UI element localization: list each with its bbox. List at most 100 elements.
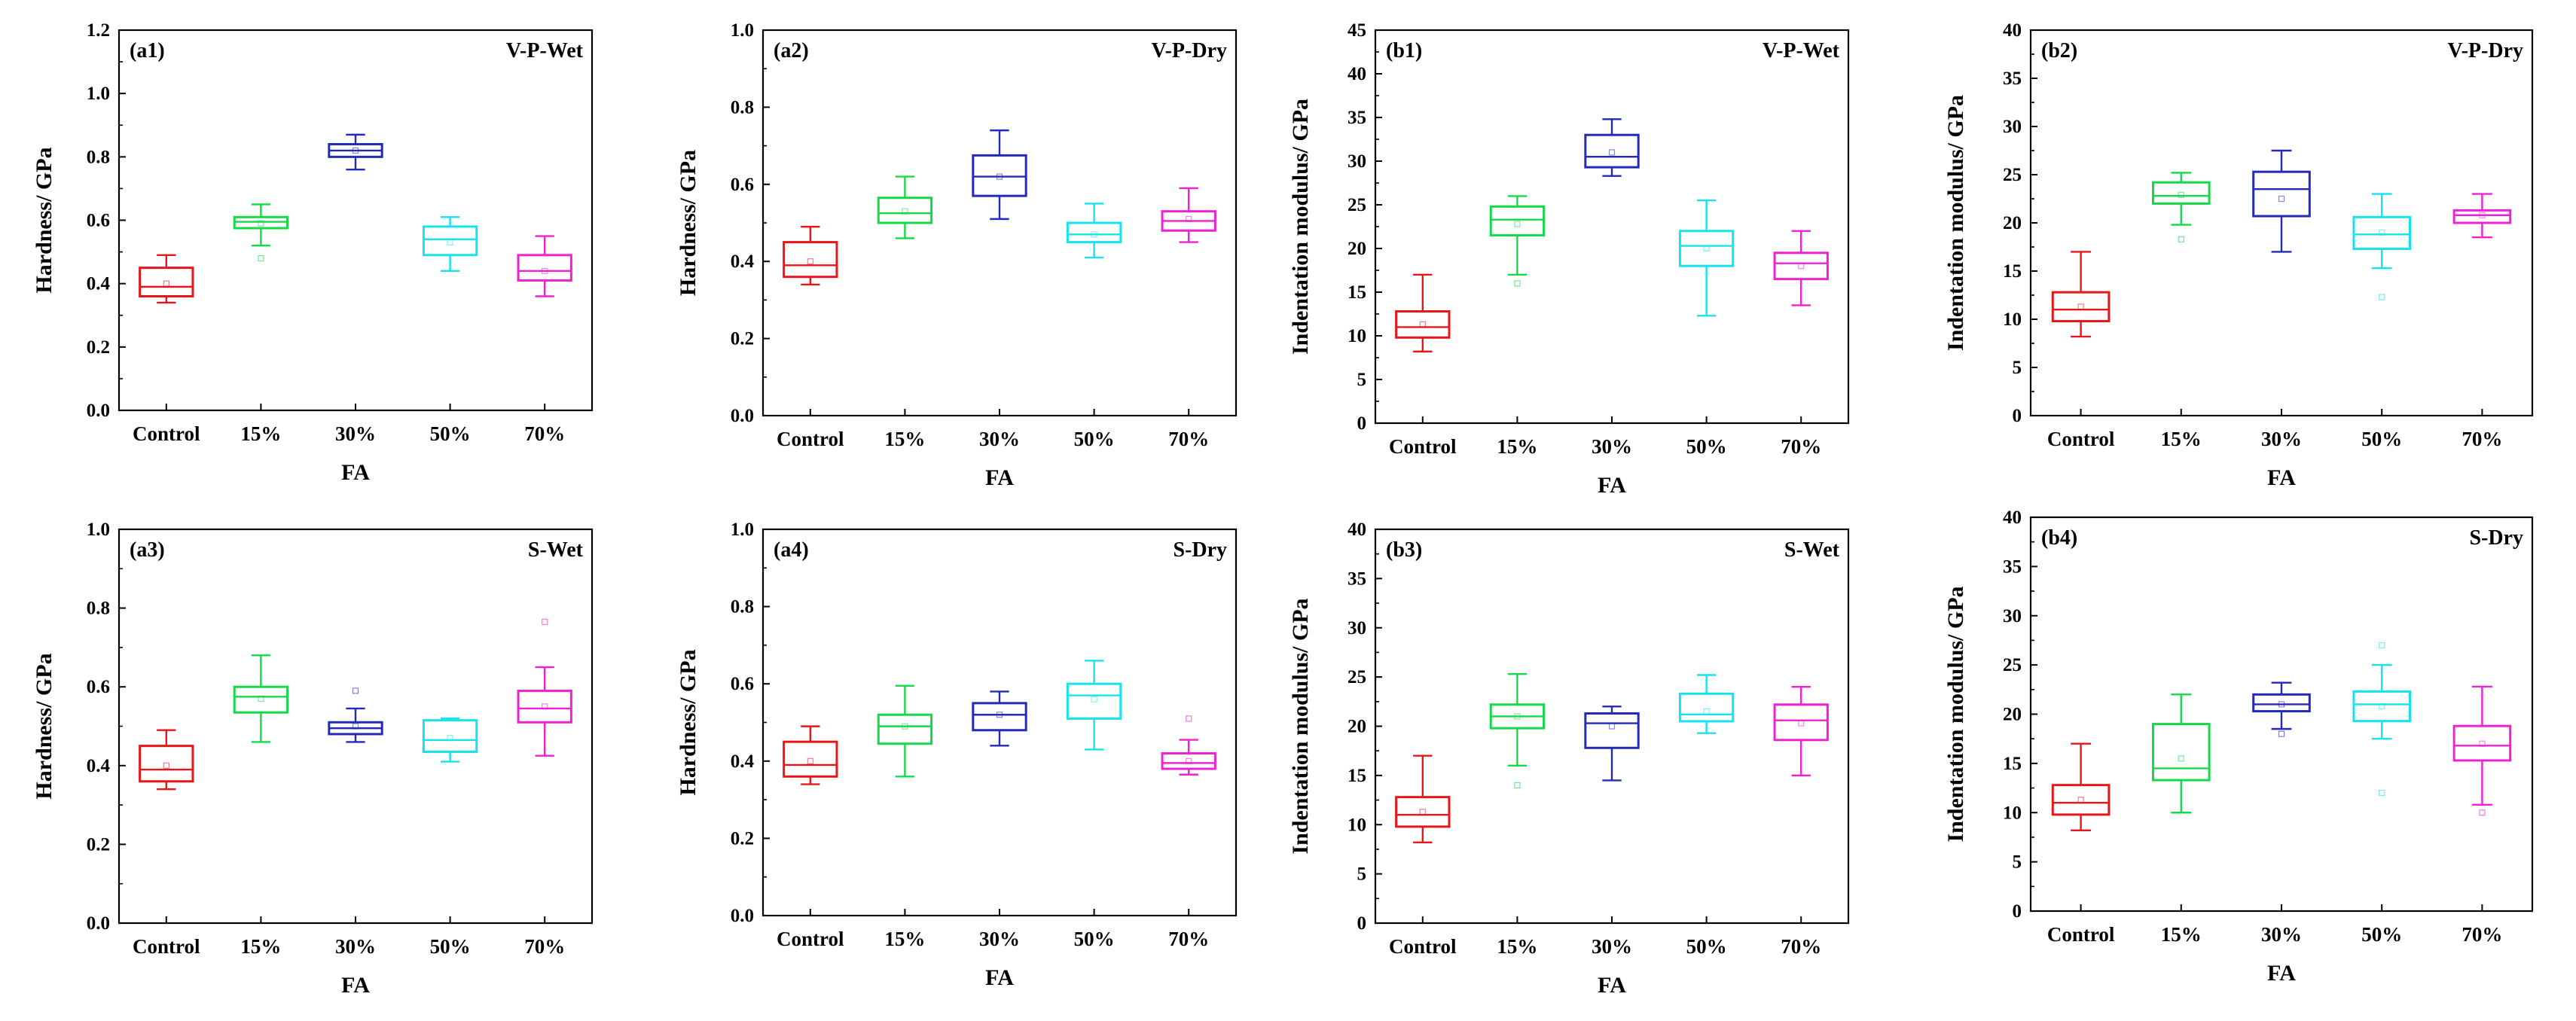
iqr-box [2352, 690, 2411, 723]
panel-a3: 0.0 0.2 0.4 0.6 0.8 1.0 Control 15% 30% 50% 70% FA H… [32, 520, 594, 998]
condition-label: S-Dry [2469, 526, 2523, 550]
iqr-box [1584, 712, 1640, 749]
box-70% [517, 235, 572, 297]
box-15% [1489, 195, 1546, 287]
y-tick-label: 30 [1348, 151, 1366, 172]
iqr-box [2152, 181, 2211, 205]
y-tick-label: 0.0 [87, 913, 110, 934]
panel-label: (b2) [2041, 39, 2077, 62]
outlier-marker [258, 254, 264, 262]
mean-marker [2379, 703, 2385, 710]
iqr-box [517, 689, 572, 724]
panel-label: (b3) [1386, 538, 1422, 562]
x-tick-label: 50% [430, 422, 471, 445]
y-tick-label: 25 [2003, 655, 2022, 675]
y-tick-label: 1.0 [731, 520, 754, 540]
y-axis-title: Hardness/ GPa [32, 147, 56, 293]
y-axis-title: Hardness/ GPa [676, 150, 700, 296]
iqr-box [877, 713, 933, 745]
iqr-box [1773, 703, 1829, 742]
y-tick-label: 40 [2003, 20, 2022, 41]
iqr-box [2051, 784, 2111, 816]
box-15% [2152, 172, 2211, 242]
outlier-marker [2379, 642, 2385, 649]
box-30% [972, 690, 1027, 747]
mean-marker [996, 712, 1003, 718]
mean-marker [258, 220, 264, 227]
mean-marker [447, 239, 453, 246]
y-tick-label: 0.2 [731, 828, 754, 849]
iqr-box [2051, 291, 2111, 323]
x-axis-title: FA [985, 465, 1014, 490]
x-axis-title: FA [2267, 465, 2296, 490]
x-tick-label: 15% [240, 422, 281, 445]
x-tick-label: 30% [1592, 935, 1632, 958]
panel-b2: 0 5 10 15 20 25 30 35 40 Control 15% 30% 50% 70% FA Ind… [1943, 20, 2534, 490]
y-tick-label: 0.6 [731, 175, 754, 195]
outlier-marker [2278, 730, 2285, 737]
condition-label: S-Dry [1173, 538, 1227, 562]
y-tick-label: 40 [1348, 520, 1366, 540]
x-tick-label: 30% [1592, 435, 1632, 458]
box-Control [783, 225, 838, 286]
mean-marker [1608, 723, 1616, 730]
y-axis-title: Indentation modulus/ GPa [1943, 95, 1968, 351]
x-tick-label: 30% [335, 422, 376, 445]
box-50% [422, 717, 478, 763]
y-tick-label: 0.2 [87, 337, 110, 358]
x-tick-label: 70% [2462, 428, 2502, 450]
y-tick-label: 1.0 [87, 520, 110, 540]
y-tick-label: 1.2 [87, 20, 110, 41]
y-tick-label: 25 [2003, 165, 2022, 185]
y-tick-label: 10 [2003, 803, 2022, 823]
x-tick-label: Control [1389, 935, 1457, 958]
y-tick-label: 5 [1357, 864, 1367, 885]
mean-marker [1514, 221, 1521, 227]
mean-marker [2479, 212, 2486, 218]
x-axis-title: FA [1598, 973, 1626, 998]
mean-marker [542, 703, 548, 710]
x-tick-label: 30% [979, 928, 1020, 950]
mean-marker [2379, 229, 2385, 236]
condition-label: V-P-Dry [1151, 39, 1227, 62]
mean-marker [1703, 245, 1710, 252]
outlier-marker [2178, 236, 2184, 242]
mean-marker [163, 762, 169, 769]
mean-marker [1608, 149, 1616, 156]
mean-marker [1186, 215, 1192, 222]
x-tick-label: 70% [1168, 928, 1209, 950]
y-tick-label: 0.2 [87, 834, 110, 855]
x-tick-label: 15% [1497, 935, 1537, 958]
x-tick-label: Control [1389, 435, 1457, 458]
y-tick-label: 35 [1348, 568, 1366, 589]
y-tick-label: 0.8 [87, 147, 110, 167]
iqr-box [2452, 724, 2512, 762]
iqr-box [877, 197, 933, 224]
panel-b4: 0 5 10 15 20 25 30 35 40 Control 15% 30% 50% 70% FA Ind… [1943, 507, 2534, 986]
panel-label: (b4) [2041, 526, 2077, 550]
box-70% [1773, 230, 1829, 306]
condition-label: S-Wet [528, 538, 584, 562]
y-tick-label: 1.0 [87, 84, 110, 104]
y-tick-label: 35 [2003, 556, 2022, 577]
y-tick-label: 20 [1348, 717, 1366, 737]
outlier-marker [352, 687, 359, 694]
y-axis-title: Indentation modulus/ GPa [1288, 598, 1313, 854]
x-tick-label: 70% [1168, 428, 1209, 450]
y-tick-label: 35 [2003, 69, 2022, 89]
outlier-marker [1514, 782, 1521, 789]
mean-marker [2077, 797, 2084, 803]
mean-marker [807, 258, 813, 265]
x-tick-label: 70% [1781, 435, 1821, 458]
iqr-box [1489, 205, 1546, 237]
y-tick-label: 0.4 [731, 751, 755, 772]
x-tick-label: 70% [1781, 935, 1821, 958]
panel-a1: 0.0 0.2 0.4 0.6 0.8 1.0 1.2 Control 15% 30% 50% 70%… [32, 20, 594, 485]
iqr-box [1584, 133, 1640, 169]
box-70% [1161, 187, 1216, 243]
panel-b1: 0 5 10 15 20 25 30 35 40 45 Control 15% 30% 50% 70% FA I… [1288, 20, 1850, 498]
outlier-marker [2479, 809, 2486, 816]
mean-marker [1419, 809, 1426, 815]
box-30% [328, 133, 383, 171]
y-tick-label: 5 [2013, 852, 2022, 873]
